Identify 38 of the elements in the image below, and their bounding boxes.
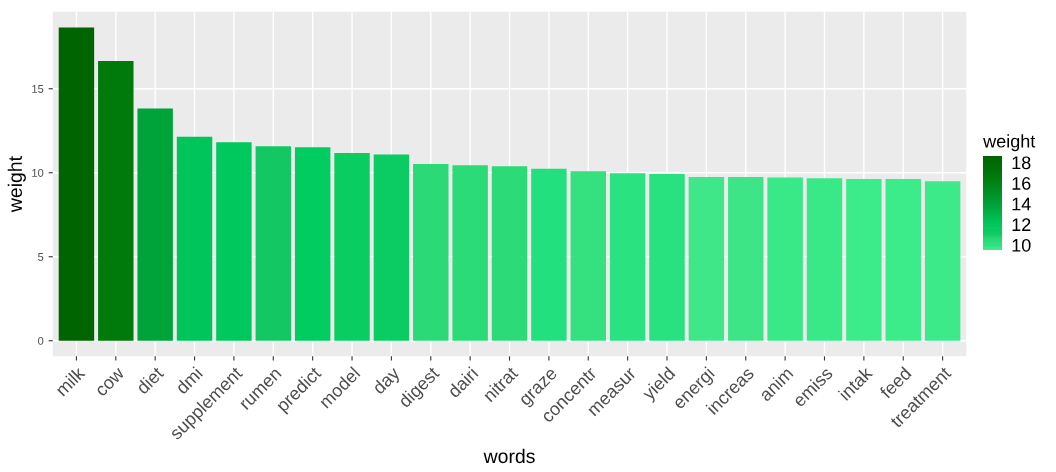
bar (767, 177, 803, 341)
bar (334, 153, 370, 341)
bar (728, 176, 764, 341)
bar (609, 173, 646, 341)
bar (137, 108, 173, 341)
bar (255, 146, 291, 341)
y-tick-label: 5 (38, 253, 44, 261)
y-tick-label: 0 (38, 337, 44, 345)
color-bar-label: 16 (1012, 177, 1031, 190)
bar (216, 142, 252, 341)
bar (98, 61, 134, 341)
y-axis-title: weight (7, 156, 26, 213)
y-tick-label: 15 (32, 85, 44, 93)
color-bar-label: 14 (1012, 197, 1031, 211)
bar (885, 178, 921, 341)
bar (531, 168, 567, 341)
x-tick-label: milk (54, 365, 86, 397)
color-bar-title: weight (983, 134, 1036, 152)
bar (806, 178, 843, 341)
x-tick-label: cow (96, 367, 126, 397)
bar (846, 178, 882, 341)
x-axis-title: words (483, 448, 535, 464)
color-bar-label: 10 (1012, 238, 1031, 252)
bar (452, 165, 488, 341)
bar (688, 176, 725, 341)
bar (373, 154, 410, 341)
bar (176, 136, 213, 341)
color-bar-label: 18 (1012, 156, 1031, 170)
x-tick-label: diet (135, 365, 165, 395)
y-tick-label: 10 (32, 169, 44, 177)
bar (413, 164, 449, 341)
bar (649, 174, 685, 341)
bar (294, 147, 331, 341)
color-bar-label: 12 (1012, 218, 1031, 231)
bar (924, 181, 961, 341)
bar (58, 27, 95, 341)
bar (570, 171, 606, 341)
bar (491, 166, 528, 341)
